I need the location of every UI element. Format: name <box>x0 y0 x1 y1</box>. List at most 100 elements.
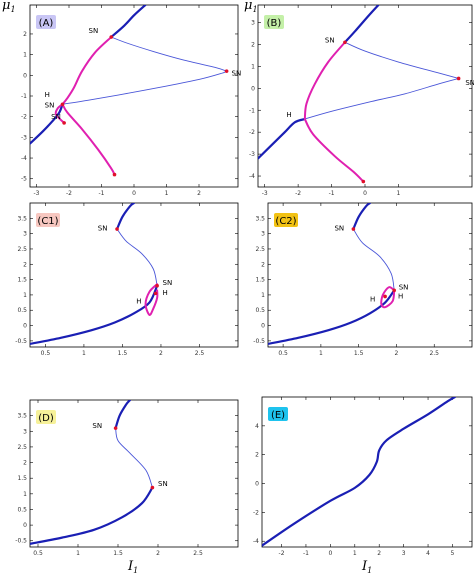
panel-a-ytick-label: -5 <box>21 176 27 183</box>
panel-e-branch-stable <box>262 397 457 547</box>
panel-b-ytick-label: 1 <box>251 63 255 70</box>
panel-c1-xtick-label: 0.5 <box>41 350 51 357</box>
panel-d-xtick-label: 0.5 <box>33 550 43 557</box>
panel-b-ytick-label: -2 <box>249 129 255 136</box>
panel-c1-ytick-label: 0 <box>23 323 27 330</box>
panel-c1-ytick-label: 2 <box>23 261 27 268</box>
panel-c2: 0.5 1 1.5 2 2.5 -0.5 0 0.5 1 1.5 2 2.5 3 3.5 SN SN H H (C2… <box>253 202 473 357</box>
panel-c2-xtick-label: 2 <box>395 350 399 357</box>
panel-c2-annotation-sn: SN <box>399 283 409 291</box>
panel-e-xtick-label: 5 <box>451 550 455 557</box>
panel-d-ytick-label: 3.5 <box>17 413 27 420</box>
panel-c1-ytick-label: 0.5 <box>17 307 27 314</box>
panel-a-curves <box>30 5 228 176</box>
panel-b-bifurcation-point <box>343 40 347 45</box>
panel-a-annotation-sn: SN <box>89 27 99 35</box>
panel-e-xtick-label: 1 <box>353 550 357 557</box>
panel-a-xtick-label: 1 <box>165 190 169 197</box>
panel-b-label: (B) <box>267 18 282 29</box>
panel-b-annotation-sn: SN <box>465 79 474 87</box>
panel-a-branch-oscillation <box>61 103 116 176</box>
panel-c2-xtick-label: 0.5 <box>278 350 288 357</box>
panel-e-frame <box>261 396 473 548</box>
panel-d-annotation-sn: SN <box>158 480 168 488</box>
panel-a-badge <box>36 15 56 29</box>
panel-d-ytick-label: 2 <box>23 460 27 467</box>
panel-d-ytick-label: 1.5 <box>17 475 27 482</box>
panel-c1-xtick-label: 1.5 <box>118 350 128 357</box>
panel-c1-ytick-label: 2.5 <box>17 246 27 253</box>
panel-c2-annotation-sn: SN <box>334 225 344 233</box>
panel-d-xtick-label: 1 <box>76 550 80 557</box>
panel-c1-annotation-h: H <box>136 297 141 305</box>
panel-c2-xtick-label: 1.5 <box>354 350 364 357</box>
panel-c2-branch-oscillation <box>380 286 396 309</box>
panel-c1-bifurcation-point <box>153 291 158 296</box>
panel-a-xtick-label: -2 <box>66 190 72 197</box>
y-axis-label-left: μ1 <box>2 0 16 14</box>
panel-c1-ytick-label: 1 <box>23 292 27 299</box>
panel-a-xtick-label: 2 <box>197 190 201 197</box>
panel-c1-label: (C1) <box>37 216 58 227</box>
panel-c2-annotation-h: H <box>370 296 375 304</box>
panel-e-ytick-label: -4 <box>253 538 259 545</box>
panel-c2-ytick-label: 1 <box>261 292 265 299</box>
panel-c1-xtick-label: 2 <box>159 350 163 357</box>
panel-b-xtick-label: -3 <box>262 190 268 197</box>
panel-d-annotation-sn: SN <box>92 422 102 430</box>
panel-c1-annotation-sn: SN <box>98 225 108 233</box>
panel-c1-xtick-label: 2.5 <box>195 350 205 357</box>
panel-c2-xtick-label: 1 <box>319 350 323 357</box>
panel-e: -2 -1 0 1 2 3 4 5 -4 -2 0 2 4 (E) <box>253 396 473 557</box>
panel-d-frame <box>29 399 239 548</box>
panel-d-bifurcation-point <box>150 485 155 490</box>
x-axis-label-left: I1 <box>127 559 138 575</box>
panel-a-ytick-label: -4 <box>21 155 27 162</box>
panel-b-xtick-label: 0 <box>363 190 367 197</box>
panel-c2-branch-unstable <box>352 228 395 291</box>
panel-c1: 0.5 1 1.5 2 2.5 -0.5 0 0.5 1 1.5 2 2.5 3 3.5 SN SN H H (C1… <box>15 202 239 357</box>
panel-b-branch-unstable <box>344 41 460 79</box>
panel-e-xtick-label: 3 <box>402 550 406 557</box>
panel-c1-bifurcation-point <box>155 283 159 288</box>
panel-a-ytick-label: -1 <box>21 93 27 100</box>
panel-d-xtick-label: 1.5 <box>113 550 123 557</box>
panel-a-frame <box>29 4 239 188</box>
panel-a-annotation-sn: SN <box>51 113 61 121</box>
panel-d-branch-stable <box>30 486 154 545</box>
panel-c1-frame <box>29 202 239 348</box>
panel-a-annotation-sn: SN <box>45 101 55 109</box>
panel-d-ytick-label: 0.5 <box>17 506 27 513</box>
panel-a-ytick-label: 0 <box>23 72 27 79</box>
panel-a-bifurcation-point <box>224 69 229 73</box>
panel-a-annotation-sn: SN <box>232 69 242 77</box>
panel-d-ytick-label: 3 <box>23 428 27 435</box>
panel-b-xtick-label: 1 <box>397 190 401 197</box>
y-axis-label-right: μ1 <box>244 0 258 14</box>
panel-a-branch-stable <box>30 103 64 145</box>
panel-e-ytick-label: 0 <box>255 481 259 488</box>
panel-c1-annotation-sn: SN <box>163 279 173 287</box>
panel-a: -3 -2 -1 0 1 2 -5 -4 -3 -2 -1 0 1 2 SN SN H SN SN (A) <box>21 4 242 197</box>
panel-c1-ytick-label: 3 <box>23 231 27 238</box>
panel-c2-branch-stable <box>268 289 396 346</box>
panel-c1-ytick-label: 3.5 <box>17 215 27 222</box>
panel-e-badge <box>268 407 288 421</box>
panel-d-branch-stable <box>114 400 132 430</box>
panel-e-xtick-label: 0 <box>328 550 332 557</box>
panel-a-xtick-label: 0 <box>132 190 136 197</box>
panel-a-label: (A) <box>39 18 54 29</box>
panel-c2-bifurcation-point <box>351 227 356 231</box>
panel-e-ytick-label: 2 <box>255 452 259 459</box>
panel-b-ytick-label: 3 <box>251 20 255 27</box>
panel-c2-badge <box>274 213 298 227</box>
panel-c2-ytick-label: 3.5 <box>255 215 265 222</box>
panel-a-branch-oscillation <box>54 103 66 124</box>
panel-a-ytick-label: 2 <box>23 31 27 38</box>
panel-b-ytick-label: -1 <box>249 107 255 114</box>
panel-b-frame <box>257 4 473 188</box>
panel-b-bifurcation-point <box>456 76 461 81</box>
panel-b-bifurcation-point <box>361 179 366 184</box>
panel-b: -3 -2 -1 0 1 -4 -3 -2 -1 0 1 2 3 SN SN H (B) <box>249 4 474 197</box>
